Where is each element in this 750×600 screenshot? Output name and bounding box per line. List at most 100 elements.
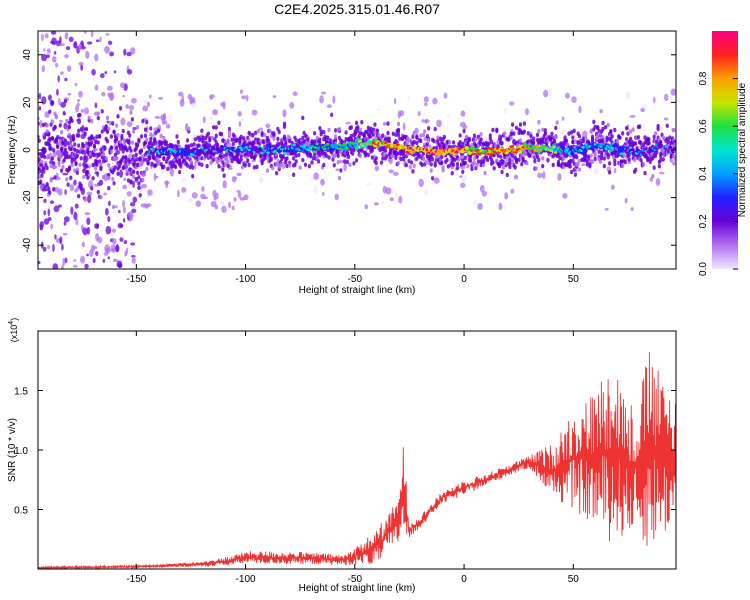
heatmap-cell [470,143,474,148]
heatmap-cell [67,92,72,96]
heatmap-cell [125,169,129,174]
heatmap-cell [62,151,66,156]
heatmap-cell [231,205,235,211]
heatmap-cell [209,115,213,121]
heatmap-cell [74,161,78,166]
snr-y-multiplier: (x104) [8,318,19,342]
heatmap-cell [92,148,96,153]
heatmap-cell [69,143,73,148]
heatmap-cell [129,110,133,115]
heatmap-cell [54,113,58,119]
y-tick-label: 0.5 [14,506,28,517]
heatmap-cell [95,162,99,167]
heatmap-cell [433,177,440,184]
heatmap-cell [113,70,117,74]
heatmap-cell [542,171,546,180]
heatmap-cell [54,139,58,144]
heatmap-cell [326,104,332,109]
heatmap-cell [439,146,443,150]
heatmap-cell [499,135,503,140]
heatmap-cell [358,139,362,143]
y-tick-label: 20 [22,96,33,108]
heatmap-cell [324,153,329,159]
heatmap-cell [278,162,283,168]
heatmap-cell [180,178,187,183]
heatmap-cell [653,153,658,159]
heatmap-cell [571,140,575,145]
heatmap-cell [402,122,406,131]
heatmap-cell [64,257,68,264]
heatmap-cell [136,143,140,148]
heatmap-cell [52,263,59,269]
heatmap-cell [575,155,579,160]
heatmap-cell [396,129,401,134]
heatmap-cell [160,168,164,175]
heatmap-cell [118,210,121,214]
heatmap-cell [322,129,326,135]
heatmap-cell [50,119,55,124]
heatmap-cell [175,134,179,139]
heatmap-cell [356,129,360,134]
heatmap-cell [41,166,45,171]
heatmap-cell [78,112,82,118]
heatmap-cell [479,132,483,137]
heatmap-cell [41,188,47,192]
heatmap-cell [77,193,81,199]
heatmap-cell [619,152,624,156]
colorbar: 0.0 0.2 0.4 0.6 0.8 Normalized spectral ampl… [698,31,748,276]
heatmap-cell [369,126,373,131]
heatmap-cell [76,102,80,107]
heatmap-cell [59,236,63,245]
heatmap-cell [45,165,49,171]
heatmap-cell [131,254,136,258]
heatmap-cell [197,155,201,161]
heatmap-cell [98,152,102,157]
snr-line [38,351,676,569]
heatmap-cell [661,157,665,162]
heatmap-cell [541,127,545,133]
heatmap-cell [82,227,88,236]
heatmap-cell [627,157,631,162]
heatmap-cell [155,143,159,148]
snr-panel: -150 -100 -50 0 50 0.5 1.0 1.5 Height of strai… [7,318,677,594]
heatmap-cell [91,68,96,76]
heatmap-cell [375,128,380,133]
heatmap-cell [95,251,99,257]
heatmap-cell [95,233,100,242]
heatmap-cell [210,200,217,208]
heatmap-cell [621,163,625,169]
heatmap-cell [54,234,57,240]
heatmap-cell [475,162,479,168]
heatmap-cell [92,143,96,149]
heatmap-cell [91,176,95,181]
heatmap-cell [482,159,486,164]
heatmap-cell [104,247,111,254]
heatmap-cell [450,171,454,176]
heatmap-cell [421,119,425,123]
heatmap-cell [201,135,205,140]
heatmap-cell [142,157,146,162]
heatmap-cell [407,158,411,164]
heatmap-cell [374,156,378,161]
heatmap-cell [611,155,616,160]
heatmap-cell [265,155,270,161]
heatmap-cell [673,156,676,162]
heatmap-cell [607,170,612,175]
heatmap-cell [223,161,228,167]
heatmap-cell [584,153,588,158]
heatmap-cell [564,138,568,143]
heatmap-cell [664,93,669,102]
heatmap-cell [79,183,83,188]
heatmap-cell [78,162,82,167]
heatmap-cell [201,185,205,192]
heatmap-cell [189,96,196,103]
heatmap-cell [521,157,525,163]
heatmap-cell [138,193,142,198]
heatmap-cell [149,126,153,131]
heatmap-cell [577,158,582,164]
heatmap-cell [66,141,70,146]
heatmap-cell [533,159,537,164]
heatmap-cell [80,109,84,113]
heatmap-cell [463,155,467,161]
heatmap-cell [482,162,486,167]
